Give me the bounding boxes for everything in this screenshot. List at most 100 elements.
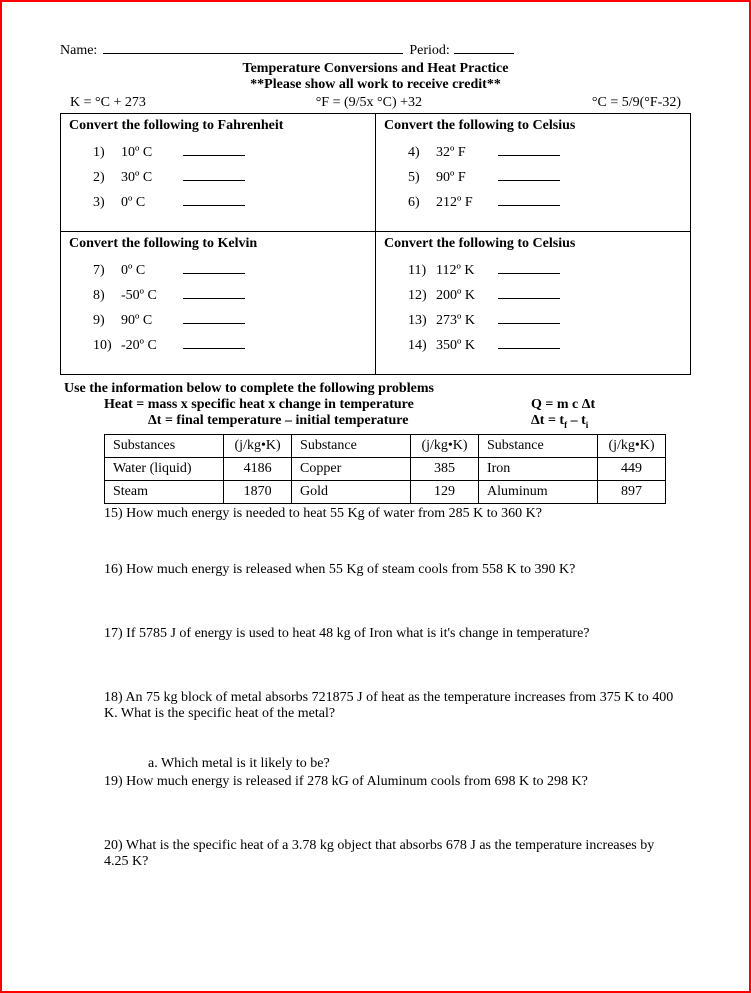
cell-title: Convert the following to Celsius xyxy=(384,236,682,252)
delta-sym: Δt = tf – ti xyxy=(531,413,691,430)
conv-item: 10)-20º C xyxy=(93,337,367,354)
table-cell: 1870 xyxy=(224,480,292,503)
delta-text: Δt = final temperature – initial tempera… xyxy=(104,413,531,430)
table-cell: Iron xyxy=(478,457,597,480)
answer-blank xyxy=(183,287,245,299)
cell-title: Convert the following to Kelvin xyxy=(69,236,367,252)
heat-formula-line-2: Δt = final temperature – initial tempera… xyxy=(104,413,691,430)
table-cell: 449 xyxy=(598,457,666,480)
answer-blank xyxy=(183,194,245,206)
answer-blank xyxy=(498,287,560,299)
heat-formula-text: Heat = mass x specific heat x change in … xyxy=(104,397,531,413)
item-val: 200º K xyxy=(436,288,494,304)
cell-title: Convert the following to Fahrenheit xyxy=(69,118,367,134)
table-row: Steam 1870 Gold 129 Aluminum 897 xyxy=(105,480,666,503)
page-border: Name: Period: Temperature Conversions an… xyxy=(0,0,751,993)
cell-title: Convert the following to Celsius xyxy=(384,118,682,134)
item-num: 9) xyxy=(93,313,121,329)
item-val: 350º K xyxy=(436,338,494,354)
period-blank xyxy=(454,42,514,54)
table-cell: Water (liquid) xyxy=(105,457,224,480)
question-18a: a. Which metal is it likely to be? xyxy=(148,756,691,772)
question-20: 20) What is the specific heat of a 3.78 … xyxy=(104,838,691,870)
period-label: Period: xyxy=(409,43,449,59)
table-cell: 129 xyxy=(411,480,479,503)
name-blank xyxy=(103,42,403,54)
conv-item: 9)90º C xyxy=(93,312,367,329)
conv-item: 5)90º F xyxy=(408,169,682,186)
item-num: 10) xyxy=(93,338,121,354)
name-label: Name: xyxy=(60,43,97,59)
table-cell: Steam xyxy=(105,480,224,503)
item-num: 1) xyxy=(93,145,121,161)
item-num: 6) xyxy=(408,195,436,211)
conv-row-bottom: Convert the following to Kelvin 7)0º C 8… xyxy=(61,231,690,374)
item-num: 13) xyxy=(408,313,436,329)
answer-blank xyxy=(183,169,245,181)
item-num: 14) xyxy=(408,338,436,354)
answer-blank xyxy=(498,337,560,349)
answer-blank xyxy=(183,312,245,324)
item-val: 112º K xyxy=(436,263,494,279)
conv-cell-kelvin: Convert the following to Kelvin 7)0º C 8… xyxy=(61,231,376,374)
answer-blank xyxy=(183,337,245,349)
item-num: 7) xyxy=(93,263,121,279)
conv-row-top: Convert the following to Fahrenheit 1)10… xyxy=(61,114,690,231)
item-val: 0º C xyxy=(121,195,179,211)
conv-item: 8)-50º C xyxy=(93,287,367,304)
delta-sym-base: Δt = t xyxy=(531,413,564,428)
table-cell: 897 xyxy=(598,480,666,503)
conv-cell-celsius-from-f: Convert the following to Celsius 4)32º F… xyxy=(376,114,690,231)
item-val: 90º C xyxy=(121,313,179,329)
item-num: 11) xyxy=(408,263,436,279)
answer-blank xyxy=(498,169,560,181)
conv-item: 6)212º F xyxy=(408,194,682,211)
conv-cell-celsius-from-k: Convert the following to Celsius 11)112º… xyxy=(376,231,690,374)
answer-blank xyxy=(498,262,560,274)
item-num: 2) xyxy=(93,170,121,186)
table-cell: 4186 xyxy=(224,457,292,480)
item-val: -20º C xyxy=(121,338,179,354)
heat-formula-line-1: Heat = mass x specific heat x change in … xyxy=(104,397,691,413)
answer-blank xyxy=(183,262,245,274)
table-cell: Substances xyxy=(105,434,224,457)
table-cell: Aluminum xyxy=(478,480,597,503)
table-row: Substances (j/kg•K) Substance (j/kg•K) S… xyxy=(105,434,666,457)
answer-blank xyxy=(498,144,560,156)
item-num: 8) xyxy=(93,288,121,304)
conv-item: 3)0º C xyxy=(93,194,367,211)
conv-item: 2)30º C xyxy=(93,169,367,186)
delta-sym-mid: – t xyxy=(567,413,586,428)
formula-fahrenheit: °F = (9/5x °C) +32 xyxy=(316,95,422,111)
conv-item: 13)273º K xyxy=(408,312,682,329)
conv-item: 11)112º K xyxy=(408,262,682,279)
item-num: 3) xyxy=(93,195,121,211)
answer-blank xyxy=(498,194,560,206)
item-val: 273º K xyxy=(436,313,494,329)
conv-item: 1)10º C xyxy=(93,144,367,161)
heat-formula-sym: Q = m c Δt xyxy=(531,397,691,413)
table-cell: (j/kg•K) xyxy=(411,434,479,457)
table-cell: Copper xyxy=(292,457,411,480)
formula-kelvin: K = °C + 273 xyxy=(70,95,146,111)
item-num: 5) xyxy=(408,170,436,186)
table-cell: (j/kg•K) xyxy=(224,434,292,457)
question-18: 18) An 75 kg block of metal absorbs 7218… xyxy=(104,690,691,722)
table-cell: Gold xyxy=(292,480,411,503)
question-15: 15) How much energy is needed to heat 55… xyxy=(104,506,691,522)
table-cell: (j/kg•K) xyxy=(598,434,666,457)
worksheet-title: Temperature Conversions and Heat Practic… xyxy=(60,61,691,77)
conv-item: 7)0º C xyxy=(93,262,367,279)
item-val: 32º F xyxy=(436,145,494,161)
table-cell: 385 xyxy=(411,457,479,480)
conv-item: 12)200º K xyxy=(408,287,682,304)
conv-cell-fahrenheit: Convert the following to Fahrenheit 1)10… xyxy=(61,114,376,231)
heat-intro: Use the information below to complete th… xyxy=(64,381,691,397)
question-17: 17) If 5785 J of energy is used to heat … xyxy=(104,626,691,642)
table-row: Water (liquid) 4186 Copper 385 Iron 449 xyxy=(105,457,666,480)
worksheet-subtitle: **Please show all work to receive credit… xyxy=(60,77,691,93)
formula-row: K = °C + 273 °F = (9/5x °C) +32 °C = 5/9… xyxy=(60,95,691,111)
table-cell: Substance xyxy=(292,434,411,457)
conv-item: 4)32º F xyxy=(408,144,682,161)
item-val: 30º C xyxy=(121,170,179,186)
